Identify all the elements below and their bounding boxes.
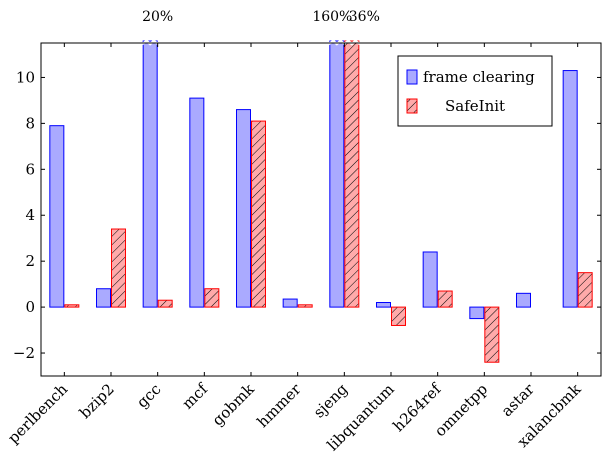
bar-frame-clearing-omnetpp — [470, 307, 484, 318]
x-category-label-gcc: gcc — [133, 380, 164, 411]
bar-safeinit-hmmer — [298, 305, 312, 307]
bar-safeinit-gcc — [158, 300, 172, 307]
legend-box — [398, 56, 552, 126]
bar-frame-clearing-astar — [517, 293, 531, 307]
x-category-label-hmmer: hmmer — [253, 380, 305, 432]
bar-safeinit-xalancbmk — [578, 273, 592, 307]
y-tick-label: 4 — [25, 206, 35, 224]
y-tick-label: 0 — [25, 298, 35, 316]
annotation-20-: 20% — [142, 9, 173, 25]
bar-safeinit-h264ref — [438, 291, 452, 307]
x-category-label-sjeng: sjeng — [310, 380, 352, 422]
x-category-label-astar: astar — [498, 380, 539, 421]
x-category-label-gobmk: gobmk — [209, 379, 259, 429]
bar-safeinit-bzip2 — [112, 229, 126, 307]
bar-safeinit-perlbench — [65, 305, 79, 307]
bar-frame-clearing-perlbench — [50, 126, 64, 307]
bar-frame-clearing-mcf — [190, 98, 204, 307]
legend-label-safeinit: SafeInit — [445, 97, 505, 115]
bar-frame-clearing-bzip2 — [97, 289, 111, 307]
legend-swatch-safeinit — [407, 99, 417, 113]
y-tick-label: −2 — [13, 344, 35, 362]
y-tick-label: 6 — [25, 160, 35, 178]
x-category-label-bzip2: bzip2 — [76, 380, 118, 422]
legend-swatch-frame-clearing — [407, 70, 417, 84]
bar-safeinit-sjeng — [345, 41, 359, 307]
bar-frame-clearing-libquantum — [377, 303, 391, 308]
annotation-36-: 36% — [349, 9, 380, 25]
bar-frame-clearing-sjeng — [330, 41, 344, 307]
y-tick-label: 10 — [16, 68, 35, 86]
bar-safeinit-libquantum — [392, 307, 406, 325]
annotation-160-: 160% — [312, 9, 352, 25]
bar-frame-clearing-gobmk — [237, 110, 251, 308]
x-category-label-mcf: mcf — [179, 379, 213, 413]
y-tick-label: 8 — [25, 114, 35, 132]
bar-safeinit-omnetpp — [485, 307, 499, 362]
legend: frame clearing SafeInit — [398, 56, 552, 126]
bar-safeinit-mcf — [205, 289, 219, 307]
bar-frame-clearing-xalancbmk — [563, 71, 577, 308]
x-category-label-perlbench: perlbench — [4, 380, 71, 447]
bar-frame-clearing-gcc — [143, 41, 157, 307]
legend-label-frame-clearing: frame clearing — [423, 68, 535, 86]
bar-safeinit-gobmk — [252, 121, 266, 307]
bar-frame-clearing-hmmer — [283, 299, 297, 307]
y-tick-label: 2 — [25, 252, 35, 270]
bar-frame-clearing-h264ref — [423, 252, 437, 307]
